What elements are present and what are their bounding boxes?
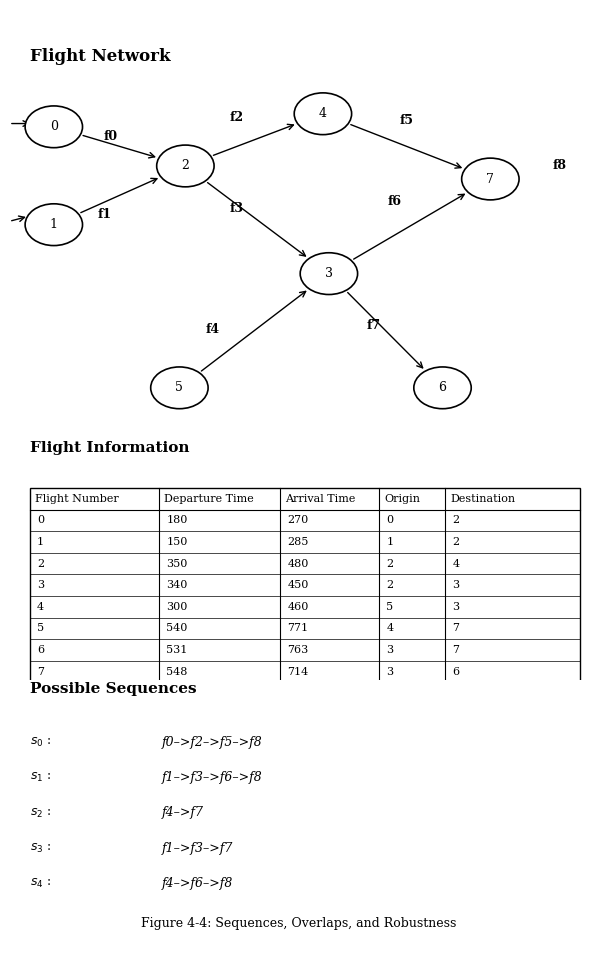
Text: f2: f2 <box>229 111 243 123</box>
Text: 2: 2 <box>453 537 460 547</box>
Text: 0: 0 <box>50 120 58 133</box>
Text: 2: 2 <box>386 558 393 569</box>
Text: 6: 6 <box>438 382 447 394</box>
Text: f1–>f3–>f7: f1–>f3–>f7 <box>161 842 233 855</box>
Text: 3: 3 <box>453 602 460 612</box>
Text: 3: 3 <box>325 267 333 281</box>
Ellipse shape <box>25 203 83 246</box>
Text: f4–>f7: f4–>f7 <box>161 807 203 819</box>
Text: $s_2$ :: $s_2$ : <box>30 807 51 819</box>
Text: f6: f6 <box>388 196 402 208</box>
Text: 531: 531 <box>166 645 188 656</box>
Text: 4: 4 <box>37 602 44 612</box>
Text: f1: f1 <box>97 208 112 222</box>
Text: 460: 460 <box>288 602 309 612</box>
Text: 1: 1 <box>37 537 44 547</box>
Text: 5: 5 <box>386 602 393 612</box>
Text: $s_3$ :: $s_3$ : <box>30 842 51 855</box>
Text: Possible Sequences: Possible Sequences <box>30 682 197 696</box>
Text: 4: 4 <box>319 107 327 120</box>
Text: Flight Network: Flight Network <box>30 48 170 65</box>
Text: 300: 300 <box>166 602 188 612</box>
Text: Destination: Destination <box>450 494 515 504</box>
Text: f7: f7 <box>367 319 381 333</box>
Text: f0–>f2–>f5–>f8: f0–>f2–>f5–>f8 <box>161 736 262 749</box>
Text: 3: 3 <box>386 645 393 656</box>
Ellipse shape <box>300 253 358 295</box>
Text: f4–>f6–>f8: f4–>f6–>f8 <box>161 876 233 890</box>
Text: f5: f5 <box>399 114 414 127</box>
Text: 2: 2 <box>181 159 190 173</box>
Text: 3: 3 <box>386 667 393 677</box>
Text: 7: 7 <box>486 173 495 185</box>
Text: 7: 7 <box>37 667 44 677</box>
Text: 714: 714 <box>288 667 309 677</box>
Text: f1–>f3–>f6–>f8: f1–>f3–>f6–>f8 <box>161 771 262 785</box>
Text: f0: f0 <box>103 130 118 143</box>
Text: 180: 180 <box>166 516 188 525</box>
Text: 270: 270 <box>288 516 309 525</box>
Text: $s_0$ :: $s_0$ : <box>30 736 51 749</box>
Text: f3: f3 <box>229 201 243 215</box>
Text: Flight Number: Flight Number <box>35 494 118 504</box>
Text: 3: 3 <box>453 580 460 590</box>
Text: Flight Information: Flight Information <box>30 442 190 455</box>
Text: f4: f4 <box>205 323 219 335</box>
Text: 150: 150 <box>166 537 188 547</box>
Text: 2: 2 <box>386 580 393 590</box>
Bar <box>30 488 580 683</box>
Ellipse shape <box>462 158 519 200</box>
Ellipse shape <box>157 145 214 187</box>
Text: Arrival Time: Arrival Time <box>285 494 355 504</box>
Text: Departure Time: Departure Time <box>164 494 254 504</box>
Ellipse shape <box>151 367 208 409</box>
Text: 6: 6 <box>453 667 460 677</box>
Text: Figure 4-4: Sequences, Overlaps, and Robustness: Figure 4-4: Sequences, Overlaps, and Rob… <box>141 917 457 930</box>
Text: 0: 0 <box>37 516 44 525</box>
Ellipse shape <box>294 93 352 135</box>
Text: 0: 0 <box>386 516 393 525</box>
Text: 6: 6 <box>37 645 44 656</box>
Text: 1: 1 <box>50 218 58 231</box>
Text: 1: 1 <box>386 537 393 547</box>
Ellipse shape <box>25 106 83 147</box>
Text: 7: 7 <box>453 645 459 656</box>
Text: 350: 350 <box>166 558 188 569</box>
Text: 340: 340 <box>166 580 188 590</box>
Text: 5: 5 <box>175 382 184 394</box>
Text: 540: 540 <box>166 624 188 633</box>
Text: 4: 4 <box>386 624 393 633</box>
Text: 3: 3 <box>37 580 44 590</box>
Text: 5: 5 <box>37 624 44 633</box>
Text: 763: 763 <box>288 645 309 656</box>
Text: 285: 285 <box>288 537 309 547</box>
Text: 771: 771 <box>288 624 309 633</box>
Text: Origin: Origin <box>384 494 420 504</box>
Text: 2: 2 <box>453 516 460 525</box>
Text: 480: 480 <box>288 558 309 569</box>
Text: 7: 7 <box>453 624 459 633</box>
Text: 2: 2 <box>37 558 44 569</box>
Text: $s_1$ :: $s_1$ : <box>30 771 51 785</box>
Text: 4: 4 <box>453 558 460 569</box>
Text: 548: 548 <box>166 667 188 677</box>
Text: $s_4$ :: $s_4$ : <box>30 876 51 890</box>
Ellipse shape <box>414 367 471 409</box>
Text: f8: f8 <box>552 159 566 173</box>
Text: 450: 450 <box>288 580 309 590</box>
